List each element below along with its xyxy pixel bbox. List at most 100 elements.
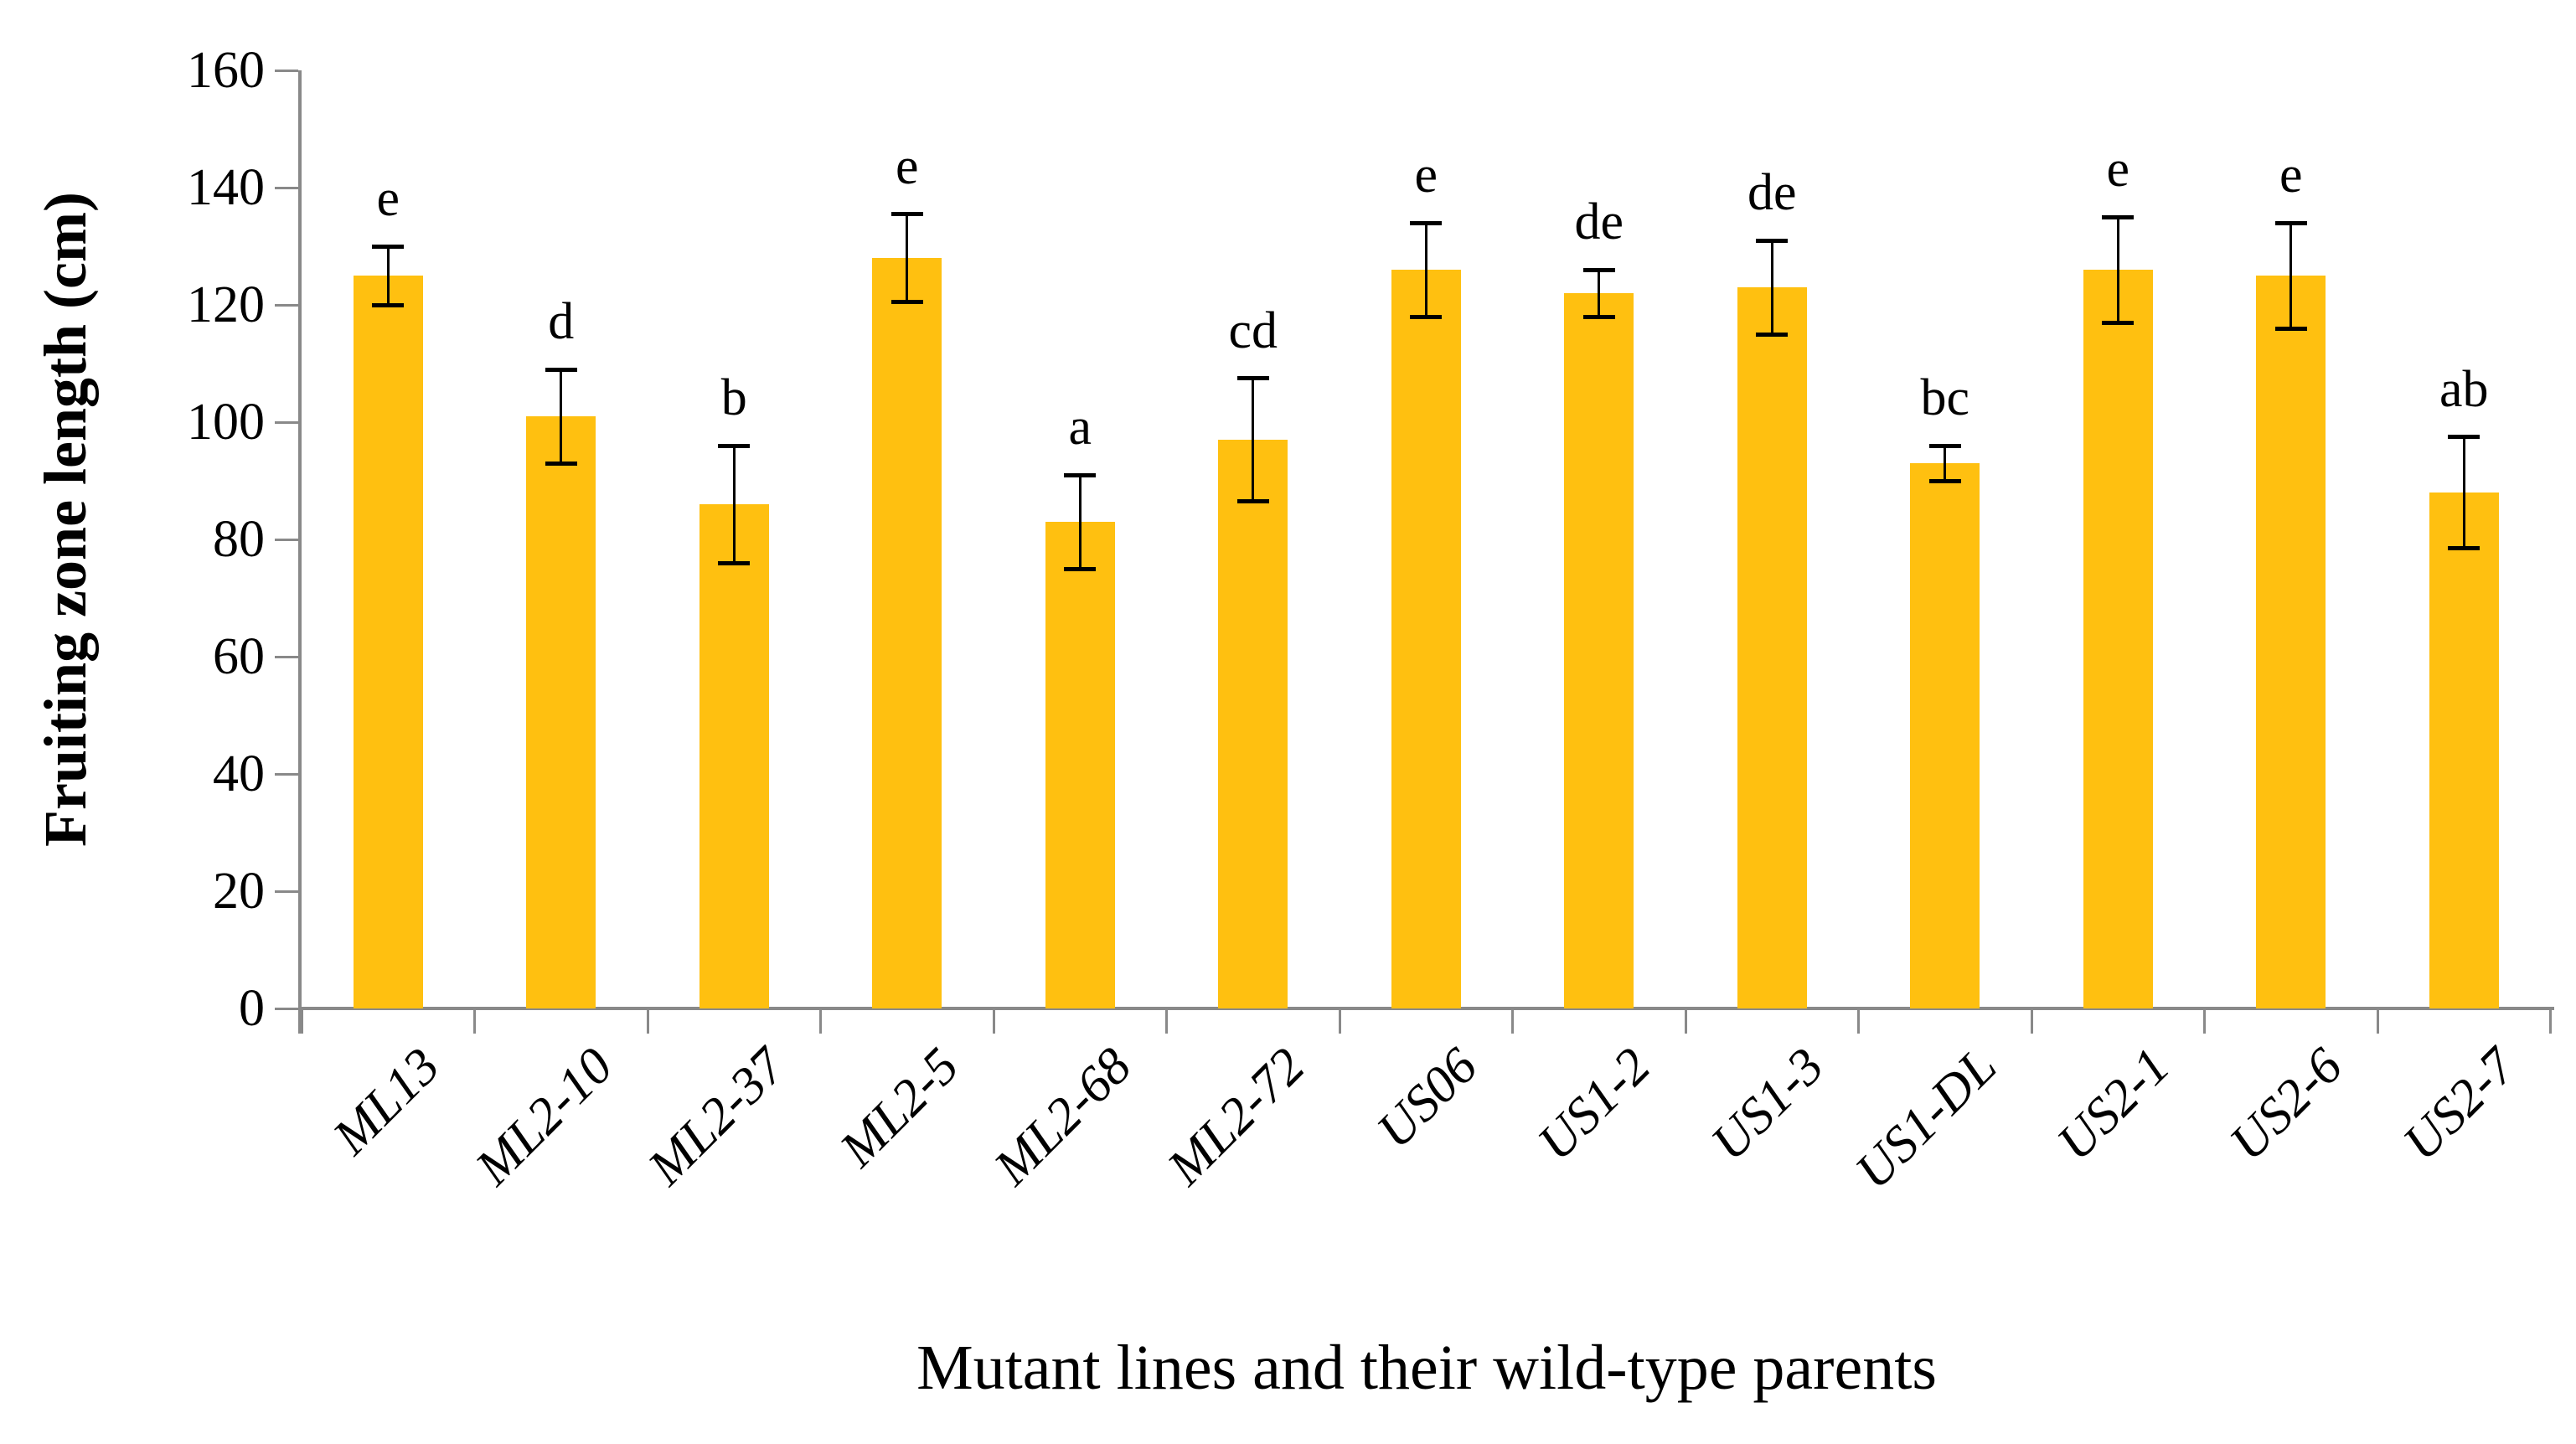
x-axis-tick [1684, 1008, 1687, 1034]
bar-ML2-37 [699, 504, 769, 1008]
x-axis-tick [1338, 1008, 1341, 1034]
significance-letter: de [1574, 193, 1624, 250]
x-axis-tick [300, 1008, 303, 1034]
category-label-US1-3: US1-3 [1700, 1037, 1835, 1172]
y-axis-tick [275, 420, 298, 424]
y-tick-label: 40 [213, 745, 265, 802]
y-axis-tick [275, 655, 298, 658]
significance-letter: e [2279, 147, 2303, 204]
y-tick-label: 100 [187, 394, 265, 451]
error-bar-cap-bottom [1236, 499, 1269, 503]
significance-letter: bc [1920, 369, 1970, 426]
error-bar-cap-bottom [2274, 326, 2307, 331]
y-tick-label: 0 [239, 980, 265, 1037]
error-bar-cap-top [1410, 220, 1443, 225]
category-label-US06: US06 [1366, 1037, 1489, 1160]
bar-ML2-68 [1045, 522, 1115, 1008]
y-tick-label: 120 [187, 276, 265, 333]
x-axis-line [298, 1007, 2554, 1010]
y-tick-label: 160 [187, 42, 265, 99]
y-tick-label: 140 [187, 159, 265, 216]
significance-letter: b [720, 369, 747, 426]
bar-US1-2 [1564, 293, 1634, 1008]
bar-ML2-72 [1218, 440, 1288, 1008]
bar-ML13 [353, 276, 423, 1008]
x-axis-tick [2203, 1008, 2206, 1034]
error-bar-cap-top [1582, 267, 1615, 272]
error-bar-line [386, 246, 390, 305]
bar-US06 [1391, 270, 1461, 1008]
significance-letter: de [1747, 164, 1797, 221]
bar-US2-6 [2256, 276, 2326, 1008]
error-bar-line [906, 214, 909, 302]
error-bar-cap-top [2274, 220, 2307, 225]
error-bar-cap-top [1928, 443, 1961, 448]
x-axis-tick [2376, 1008, 2379, 1034]
error-bar-line [732, 446, 736, 563]
x-axis-tick [2549, 1008, 2552, 1034]
y-axis-tick [275, 69, 298, 72]
y-axis-tick [275, 1007, 298, 1010]
error-bar-cap-bottom [891, 300, 923, 304]
category-label-ML2-72: ML2-72 [1157, 1037, 1316, 1196]
error-bar-line [1944, 446, 1947, 481]
error-bar-line [560, 369, 563, 463]
error-bar-line [1770, 240, 1773, 334]
significance-letter: e [895, 137, 919, 195]
bar-US2-7 [2429, 493, 2499, 1008]
error-bar-cap-top [1756, 238, 1789, 243]
x-axis-tick [1857, 1008, 1860, 1034]
bar-US1-DL [1910, 463, 1980, 1008]
x-axis-tick [819, 1008, 822, 1034]
error-bar-cap-bottom [1582, 314, 1615, 319]
category-label-US1-DL: US1-DL [1845, 1037, 2008, 1200]
error-bar-cap-bottom [2102, 320, 2135, 325]
error-bar-cap-top [1064, 472, 1097, 477]
y-axis-tick [275, 186, 298, 189]
error-bar-cap-bottom [1756, 332, 1789, 337]
error-bar-cap-bottom [545, 461, 577, 466]
y-tick-label: 20 [213, 863, 265, 920]
error-bar-cap-top [2448, 435, 2480, 439]
error-bar-line [1598, 270, 1601, 317]
error-bar-cap-bottom [372, 302, 405, 307]
significance-letter: e [2106, 141, 2130, 198]
error-bar-cap-top [372, 244, 405, 249]
x-axis-tick [646, 1008, 649, 1034]
significance-letter: e [376, 170, 400, 227]
y-axis-tick [275, 538, 298, 541]
category-label-ML2-68: ML2-68 [983, 1037, 1143, 1196]
y-axis-line [298, 70, 302, 1034]
bar-ML2-10 [526, 416, 596, 1008]
x-axis-tick [992, 1008, 995, 1034]
error-bar-cap-bottom [1064, 566, 1097, 571]
significance-letter: cd [1228, 302, 1278, 359]
error-bar-cap-bottom [1410, 314, 1443, 319]
bar-ML2-5 [872, 258, 942, 1008]
y-tick-label: 80 [213, 511, 265, 568]
x-axis-tick [473, 1008, 476, 1034]
error-bar-line [1078, 475, 1082, 569]
significance-letter: d [548, 293, 575, 350]
error-bar-cap-bottom [1928, 478, 1961, 483]
x-axis-tick [1511, 1008, 1514, 1034]
x-axis-tick [2030, 1008, 2033, 1034]
y-axis-tick [275, 303, 298, 307]
category-label-US2-1: US2-1 [2046, 1037, 2181, 1172]
error-bar-line [2462, 436, 2465, 549]
error-bar-cap-top [2102, 214, 2135, 219]
error-bar-line [1252, 378, 1255, 502]
significance-letter: ab [2439, 360, 2489, 418]
x-axis-tick [1165, 1008, 1168, 1034]
category-label-ML2-37: ML2-37 [638, 1037, 797, 1196]
error-bar-cap-bottom [718, 560, 751, 565]
error-bar-cap-top [545, 367, 577, 372]
category-label-US2-7: US2-7 [2392, 1037, 2527, 1172]
error-bar-line [2289, 223, 2293, 328]
significance-letter: a [1068, 399, 1092, 456]
error-bar-line [2116, 217, 2119, 322]
y-axis-tick [275, 772, 298, 776]
bar-US1-3 [1737, 287, 1807, 1008]
error-bar-cap-top [1236, 376, 1269, 380]
